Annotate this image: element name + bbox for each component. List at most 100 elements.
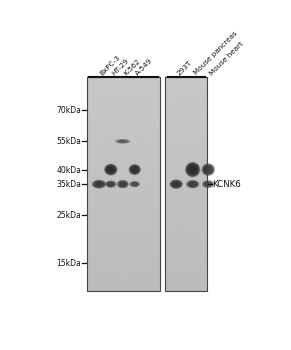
Ellipse shape (119, 140, 127, 142)
Ellipse shape (131, 182, 138, 186)
Ellipse shape (203, 164, 214, 175)
Ellipse shape (131, 167, 138, 173)
Ellipse shape (106, 181, 116, 187)
Text: 55kDa: 55kDa (56, 137, 81, 146)
Ellipse shape (118, 140, 128, 143)
Ellipse shape (186, 162, 200, 177)
Ellipse shape (204, 181, 212, 187)
Ellipse shape (189, 182, 197, 187)
Ellipse shape (95, 181, 104, 187)
Ellipse shape (186, 180, 199, 188)
Ellipse shape (94, 181, 104, 187)
Text: 40kDa: 40kDa (56, 166, 81, 175)
Ellipse shape (185, 162, 200, 177)
Text: Mouse pancreas: Mouse pancreas (193, 30, 238, 76)
Ellipse shape (171, 181, 181, 188)
Ellipse shape (118, 140, 127, 142)
Ellipse shape (203, 164, 214, 175)
Ellipse shape (203, 180, 214, 188)
Ellipse shape (205, 166, 212, 173)
Ellipse shape (118, 181, 127, 187)
Ellipse shape (107, 181, 115, 187)
Ellipse shape (202, 180, 214, 188)
Ellipse shape (169, 179, 183, 189)
Ellipse shape (187, 180, 199, 188)
Ellipse shape (203, 165, 213, 174)
Ellipse shape (93, 181, 105, 188)
Ellipse shape (189, 182, 196, 186)
Ellipse shape (108, 182, 114, 186)
Ellipse shape (117, 140, 128, 143)
Ellipse shape (106, 165, 116, 174)
Ellipse shape (107, 166, 115, 173)
Text: HT-29: HT-29 (111, 57, 130, 76)
Ellipse shape (107, 182, 115, 187)
Text: Mouse heart: Mouse heart (208, 40, 244, 76)
Ellipse shape (203, 181, 214, 188)
Ellipse shape (107, 166, 115, 173)
Ellipse shape (173, 182, 180, 187)
Ellipse shape (130, 181, 140, 187)
Ellipse shape (173, 182, 180, 187)
Ellipse shape (108, 182, 113, 186)
Ellipse shape (187, 181, 198, 188)
Text: 293T: 293T (176, 59, 193, 76)
Ellipse shape (205, 182, 212, 187)
Ellipse shape (120, 182, 126, 186)
Ellipse shape (106, 166, 116, 174)
Ellipse shape (186, 163, 199, 176)
Ellipse shape (170, 180, 182, 189)
Text: KCNK6: KCNK6 (212, 180, 241, 189)
Ellipse shape (104, 164, 117, 175)
Ellipse shape (187, 181, 198, 188)
Ellipse shape (131, 166, 139, 173)
Ellipse shape (119, 182, 127, 187)
Ellipse shape (107, 182, 114, 187)
Ellipse shape (201, 163, 215, 176)
Ellipse shape (205, 182, 211, 186)
Ellipse shape (95, 182, 103, 187)
Ellipse shape (118, 181, 127, 188)
Ellipse shape (202, 164, 214, 176)
Ellipse shape (117, 180, 129, 188)
Ellipse shape (187, 164, 198, 175)
Ellipse shape (172, 181, 180, 187)
Ellipse shape (203, 181, 213, 187)
Ellipse shape (116, 139, 129, 143)
Ellipse shape (119, 182, 126, 187)
Ellipse shape (129, 165, 140, 174)
Ellipse shape (189, 166, 196, 173)
Ellipse shape (116, 139, 130, 144)
Text: 15kDa: 15kDa (56, 259, 81, 268)
Ellipse shape (130, 182, 139, 187)
Ellipse shape (132, 182, 138, 186)
Bar (87, 77, 160, 291)
Ellipse shape (205, 167, 212, 173)
Ellipse shape (204, 182, 212, 187)
Text: BxPC-3: BxPC-3 (99, 54, 122, 76)
Ellipse shape (117, 140, 129, 143)
Ellipse shape (105, 180, 116, 188)
Ellipse shape (129, 164, 141, 175)
Ellipse shape (106, 181, 116, 188)
Text: 70kDa: 70kDa (56, 106, 81, 115)
Ellipse shape (118, 181, 128, 188)
Ellipse shape (131, 182, 139, 187)
Ellipse shape (115, 139, 131, 144)
Ellipse shape (104, 164, 118, 175)
Ellipse shape (188, 181, 197, 187)
Bar (165, 77, 207, 291)
Ellipse shape (130, 166, 139, 174)
Ellipse shape (93, 180, 105, 188)
Ellipse shape (189, 182, 196, 187)
Ellipse shape (105, 164, 117, 175)
Text: 35kDa: 35kDa (56, 180, 81, 189)
Ellipse shape (92, 180, 107, 189)
Ellipse shape (108, 167, 114, 173)
Ellipse shape (95, 182, 102, 186)
Text: 25kDa: 25kDa (56, 211, 81, 220)
Ellipse shape (130, 165, 139, 174)
Ellipse shape (117, 180, 129, 188)
Ellipse shape (129, 181, 140, 187)
Ellipse shape (188, 165, 198, 174)
